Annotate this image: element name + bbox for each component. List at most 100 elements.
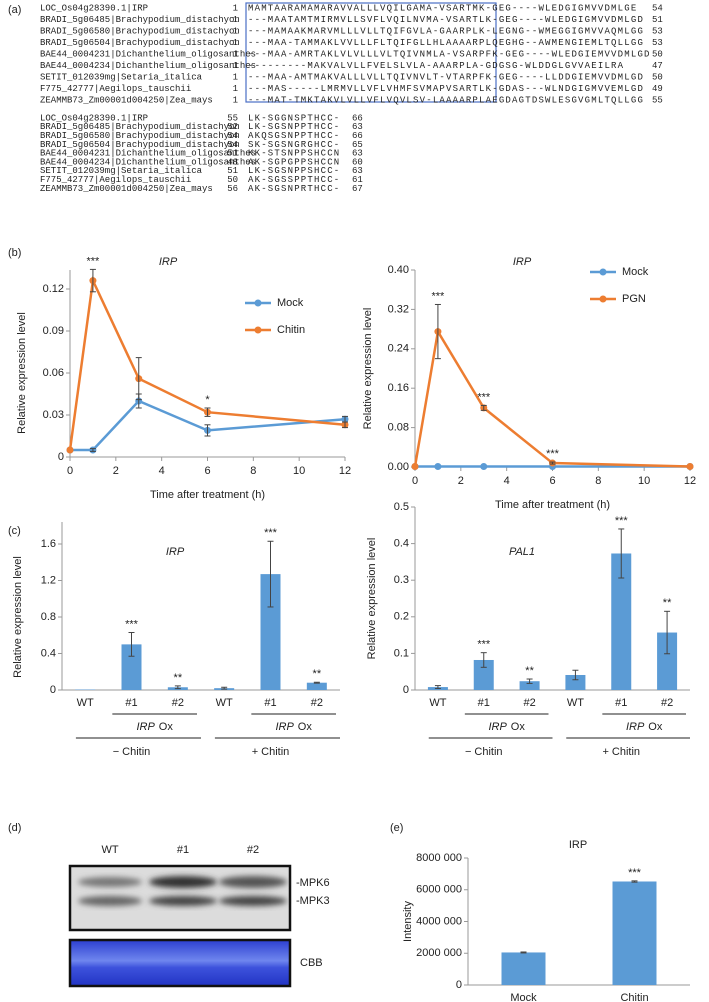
x-tick-label: #2 [311, 697, 323, 709]
significance-label: *** [546, 448, 560, 460]
chart-title: IRP [569, 839, 587, 851]
y-tick-label: 0.16 [388, 382, 409, 394]
x-tick-label: 8 [595, 475, 601, 487]
condition-label: + Chitin [602, 746, 640, 758]
y-tick-label: 0 [403, 684, 409, 696]
sequence: ---MAS-----LMRMVLLVFLVHMFSVMAPVSARTLK-GD… [248, 84, 644, 94]
sequence-end: 47 [652, 61, 663, 71]
sequence: ---MAA-TAMMAKLVVLLLFLTQIFGLLHLAAAARPLQEG… [248, 38, 644, 48]
blot-band [78, 877, 142, 887]
y-tick-label: 0.06 [43, 367, 64, 379]
group-suffix: Ox [511, 721, 526, 733]
legend-label: Mock [277, 297, 304, 309]
lane-label: WT [101, 844, 118, 856]
sequence-start: 55 [227, 113, 238, 123]
y-tick-label: 0.09 [43, 325, 64, 337]
sequence: LK-SGSNPPTHCC- [248, 122, 340, 132]
sequence-name: SETIT_012039mg|Setaria_italica [40, 166, 203, 176]
data-point [480, 463, 488, 471]
sequence-start: 56 [227, 184, 238, 194]
x-tick-label: 8 [250, 465, 256, 477]
sequence-name: ZEAMMB73_Zm00001d004250|Zea_mays [40, 95, 213, 105]
sequence-name: BRADI_5g06485|Brachypodium_distachyon [40, 122, 240, 132]
group-suffix: Ox [648, 721, 663, 733]
bar [611, 553, 632, 690]
group-label: IRP Ox [275, 721, 312, 733]
sequence-name: BRADI_5g06485|Brachypodium_distachyon [40, 15, 240, 25]
sequence: KK-STSNPPSHCCN [248, 149, 340, 159]
significance-label: ** [174, 672, 183, 684]
sequence-name: BRADI_5g06504|Brachypodium_distachyon [40, 140, 240, 150]
sequence-start: 1 [233, 38, 238, 48]
group-suffix: Ox [159, 721, 174, 733]
sequence-end: 53 [652, 38, 663, 48]
x-tick-label: #2 [661, 697, 673, 709]
sequence: AKQSGSNPPTHCC- [248, 131, 340, 141]
x-tick-label: 12 [684, 475, 696, 487]
chart-title: IRP [159, 256, 178, 268]
sequence-name: LOC_Os04g28390.1|IRP [40, 113, 148, 123]
bar [260, 574, 281, 690]
significance-label: *** [264, 527, 278, 539]
sequence-end: 50 [652, 72, 663, 82]
group-label: IRP Ox [626, 721, 663, 733]
legend-marker [254, 326, 262, 334]
sequence-start: 1 [233, 95, 238, 105]
x-tick-label: #1 [478, 697, 490, 709]
sequence: ---------MAKVALVLLFVELSLVLA-AAARPLA-GDGS… [248, 61, 624, 71]
sequence: ---MAT-TMKTAKVLVLLVFLVQVLSV-LAAAARPLAEGD… [248, 95, 644, 105]
group-label: IRP Ox [488, 721, 525, 733]
significance-label: ** [663, 597, 672, 609]
significance-label: *** [477, 391, 491, 403]
sequence-end: 63 [352, 149, 363, 159]
bar [121, 644, 142, 690]
sequence-start: 50 [227, 175, 238, 185]
significance-label: *** [615, 515, 629, 527]
legend-marker [599, 268, 607, 276]
sequence: ---MAATAMTMIRMVLLSVFLVQILNVMA-VSARTLK-GE… [248, 15, 644, 25]
x-tick-label: #2 [523, 697, 535, 709]
x-tick-label: WT [216, 697, 233, 709]
group-suffix: Ox [298, 721, 313, 733]
sequence-name: F775_42777|Aegilops_tauschii [40, 84, 191, 94]
sequence: ---MAMAAKMARVMLLLVLLTQIFGVLA-GAARPLK-LEG… [248, 26, 644, 36]
sequence-end: 61 [352, 175, 363, 185]
significance-label: *** [477, 639, 491, 651]
sequence-name: BRADI_5g06580|Brachypodium_distachyon [40, 131, 240, 141]
band-label: -MPK6 [296, 877, 330, 889]
y-tick-label: 2000 000 [416, 947, 462, 959]
y-tick-label: 0.3 [394, 574, 409, 586]
group-label: IRP Ox [136, 721, 173, 733]
y-tick-label: 0.1 [394, 647, 409, 659]
x-tick-label: #1 [615, 697, 627, 709]
condition-label: + Chitin [252, 746, 290, 758]
sequence: AK-SGSSPPTHCC- [248, 175, 340, 185]
y-tick-label: 0.2 [394, 611, 409, 623]
legend-marker [254, 299, 262, 307]
x-tick-label: 2 [458, 475, 464, 487]
sequence-start: 48 [227, 157, 238, 167]
x-tick-label: 2 [113, 465, 119, 477]
blot-band [78, 896, 142, 906]
blot-band [219, 876, 287, 888]
y-axis-label: Relative expression level [16, 312, 28, 434]
sequence-name: BRADI_5g06580|Brachypodium_distachyon [40, 26, 240, 36]
x-tick-label: Chitin [620, 992, 648, 1002]
y-tick-label: 0.40 [388, 264, 409, 276]
legend-label: Mock [622, 266, 649, 278]
legend-marker [599, 295, 607, 303]
y-tick-label: 0.32 [388, 303, 409, 315]
y-tick-label: 0 [58, 451, 64, 463]
y-tick-label: 0.5 [394, 501, 409, 513]
sequence-end: 54 [652, 3, 663, 13]
bar [657, 632, 678, 690]
sequence-start: 1 [233, 61, 238, 71]
sequence-start: 1 [233, 84, 238, 94]
lane-label: #1 [177, 844, 189, 856]
y-tick-label: 6000 000 [416, 884, 462, 896]
sequence-start: 1 [233, 3, 238, 13]
bar [473, 659, 494, 690]
y-tick-label: 0.03 [43, 409, 64, 421]
chart-title: IRP [513, 256, 532, 268]
x-tick-label: 10 [638, 475, 650, 487]
